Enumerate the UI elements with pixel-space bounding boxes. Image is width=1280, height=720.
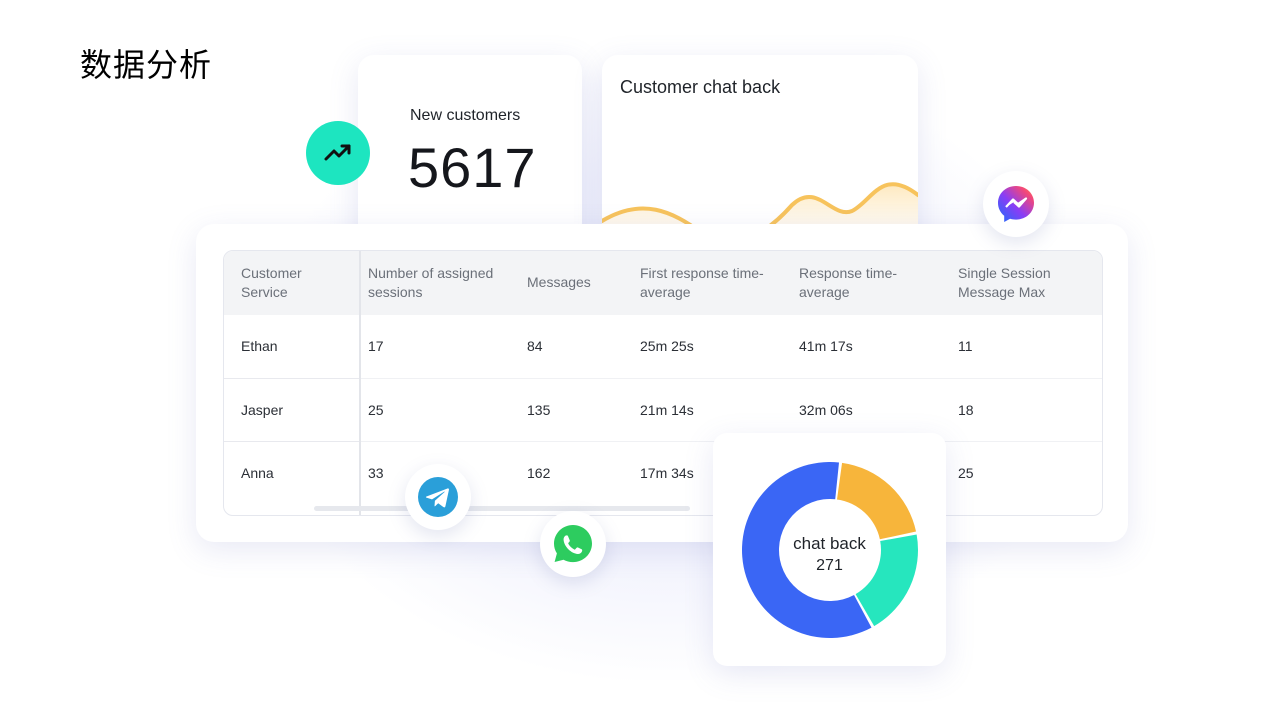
customer-service-table: Customer Service Number of assigned sess… — [223, 250, 1103, 516]
chat-back-donut-card: chat back 271 — [713, 433, 946, 666]
cell-message-max: 11 — [958, 338, 973, 354]
cell-response: 32m 06s — [799, 402, 853, 418]
cell-message-max: 18 — [958, 402, 974, 418]
customer-service-table-card: Customer Service Number of assigned sess… — [196, 224, 1128, 542]
row-divider — [224, 441, 359, 442]
donut-center-label: chat back — [793, 534, 866, 553]
header-first-response-time[interactable]: First response time- average — [640, 265, 764, 300]
header-customer-service[interactable]: Customer Service — [241, 265, 302, 300]
header-messages[interactable]: Messages — [527, 274, 591, 290]
row-divider — [224, 378, 359, 379]
donut-segment-0 — [836, 462, 917, 540]
horizontal-scrollbar[interactable] — [314, 506, 690, 511]
trending-up-icon — [306, 121, 370, 185]
header-assigned-sessions[interactable]: Number of assigned sessions — [368, 265, 494, 300]
cell-messages: 135 — [527, 402, 551, 418]
telegram-icon[interactable] — [405, 464, 471, 530]
cell-first-response: 21m 14s — [640, 402, 694, 418]
column-divider — [359, 251, 361, 515]
table-row[interactable]: Anna 33 162 17m 34s 25 — [224, 442, 1102, 505]
cell-agent: Ethan — [241, 338, 278, 354]
cell-first-response: 17m 34s — [640, 465, 694, 481]
new-customers-card: New customers 5617 — [358, 55, 582, 255]
cell-sessions: 17 — [368, 338, 384, 354]
donut-center-value: 271 — [816, 557, 843, 574]
table-header: Customer Service Number of assigned sess… — [224, 251, 1102, 315]
cell-sessions: 25 — [368, 402, 384, 418]
customer-chat-back-label: Customer chat back — [620, 77, 781, 97]
cell-message-max: 25 — [958, 465, 974, 481]
customer-chat-back-card: Customer chat back — [602, 55, 918, 255]
new-customers-label: New customers — [410, 107, 521, 124]
whatsapp-icon[interactable] — [540, 511, 606, 577]
chat-back-donut-chart — [742, 462, 918, 638]
header-response-time[interactable]: Response time- average — [799, 265, 898, 300]
table-row[interactable]: Jasper 25 135 21m 14s 32m 06s 18 — [224, 379, 1102, 442]
cell-response: 41m 17s — [799, 338, 853, 354]
header-single-session-max[interactable]: Single Session Message Max — [958, 265, 1051, 300]
cell-messages: 84 — [527, 338, 543, 354]
cell-messages: 162 — [527, 465, 551, 481]
cell-agent: Anna — [241, 465, 274, 481]
page-title: 数据分析 — [80, 46, 213, 84]
cell-first-response: 25m 25s — [640, 338, 694, 354]
table-row[interactable]: Ethan 17 84 25m 25s 41m 17s 11 — [224, 315, 1102, 378]
donut-segment-1 — [855, 534, 918, 627]
donut-segment-2 — [742, 462, 872, 638]
new-customers-value: 5617 — [408, 136, 537, 199]
cell-sessions: 33 — [368, 465, 384, 481]
cell-agent: Jasper — [241, 402, 284, 418]
row-divider — [361, 378, 1102, 379]
messenger-icon[interactable] — [983, 171, 1049, 237]
